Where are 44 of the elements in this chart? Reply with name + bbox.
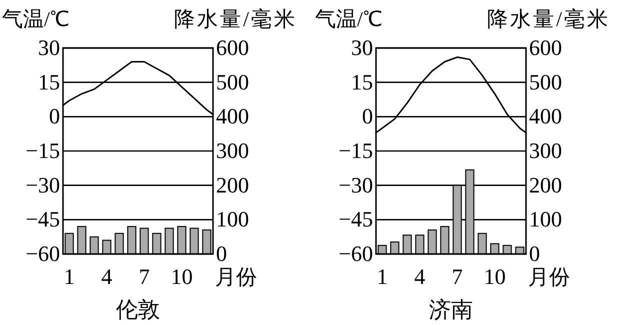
y-tick-label: 30: [351, 35, 373, 60]
y2-tick-label: 0: [529, 241, 540, 266]
y-tick-label: 0: [362, 104, 373, 129]
y-tick-label: −60: [26, 241, 60, 266]
text: 济南: [429, 297, 473, 322]
y2-tick-label: 200: [529, 172, 562, 198]
y-tick-label: −60: [338, 241, 373, 266]
y-tick-label: 15: [38, 69, 60, 94]
y-tick-label: −15: [26, 138, 60, 163]
y-tick-label: −15: [338, 138, 373, 163]
y-tick-label: −30: [26, 172, 60, 198]
y-tick-label: −45: [26, 206, 60, 232]
x-tick-label: 4: [101, 264, 112, 289]
y2-tick-label: 100: [216, 206, 249, 232]
y2-tick-label: 600: [529, 35, 562, 60]
x-tick-label: 10: [170, 264, 193, 289]
y-axis-title: 气温/℃: [315, 7, 382, 31]
y-tick-label: −45: [338, 206, 373, 232]
x-tick-label: 10: [484, 264, 506, 289]
y2-tick-label: 200: [216, 172, 249, 198]
text: 伦敦: [116, 297, 160, 322]
y2-tick-label: 400: [529, 104, 562, 129]
x-tick-label: 7: [138, 264, 150, 289]
y2-tick-label: 600: [216, 35, 249, 60]
x-tick-label: 7: [452, 264, 463, 289]
y2-tick-label: 400: [216, 104, 249, 129]
y-tick-label: 0: [49, 104, 60, 129]
y-axis-title: 气温/℃: [2, 7, 69, 31]
x-tick-label: 1: [376, 264, 388, 289]
y2-tick-label: 0: [216, 241, 227, 266]
y2-tick-label: 500: [529, 69, 562, 94]
y2-tick-label: 300: [216, 138, 249, 163]
y2-axis-title: 降水量/毫米: [174, 7, 297, 31]
y-tick-label: 15: [351, 69, 373, 94]
y-tick-label: −30: [338, 172, 373, 198]
y2-tick-label: 100: [529, 206, 562, 232]
y2-tick-label: 500: [216, 69, 249, 94]
x-axis-title: 月份: [215, 265, 257, 289]
y-tick-label: 30: [38, 35, 60, 60]
x-tick-label: 1: [64, 264, 75, 289]
x-axis-title: 月份: [528, 265, 570, 289]
x-tick-label: 4: [414, 264, 426, 289]
y2-tick-label: 300: [529, 138, 562, 163]
y2-axis-title: 降水量/毫米: [487, 7, 610, 31]
